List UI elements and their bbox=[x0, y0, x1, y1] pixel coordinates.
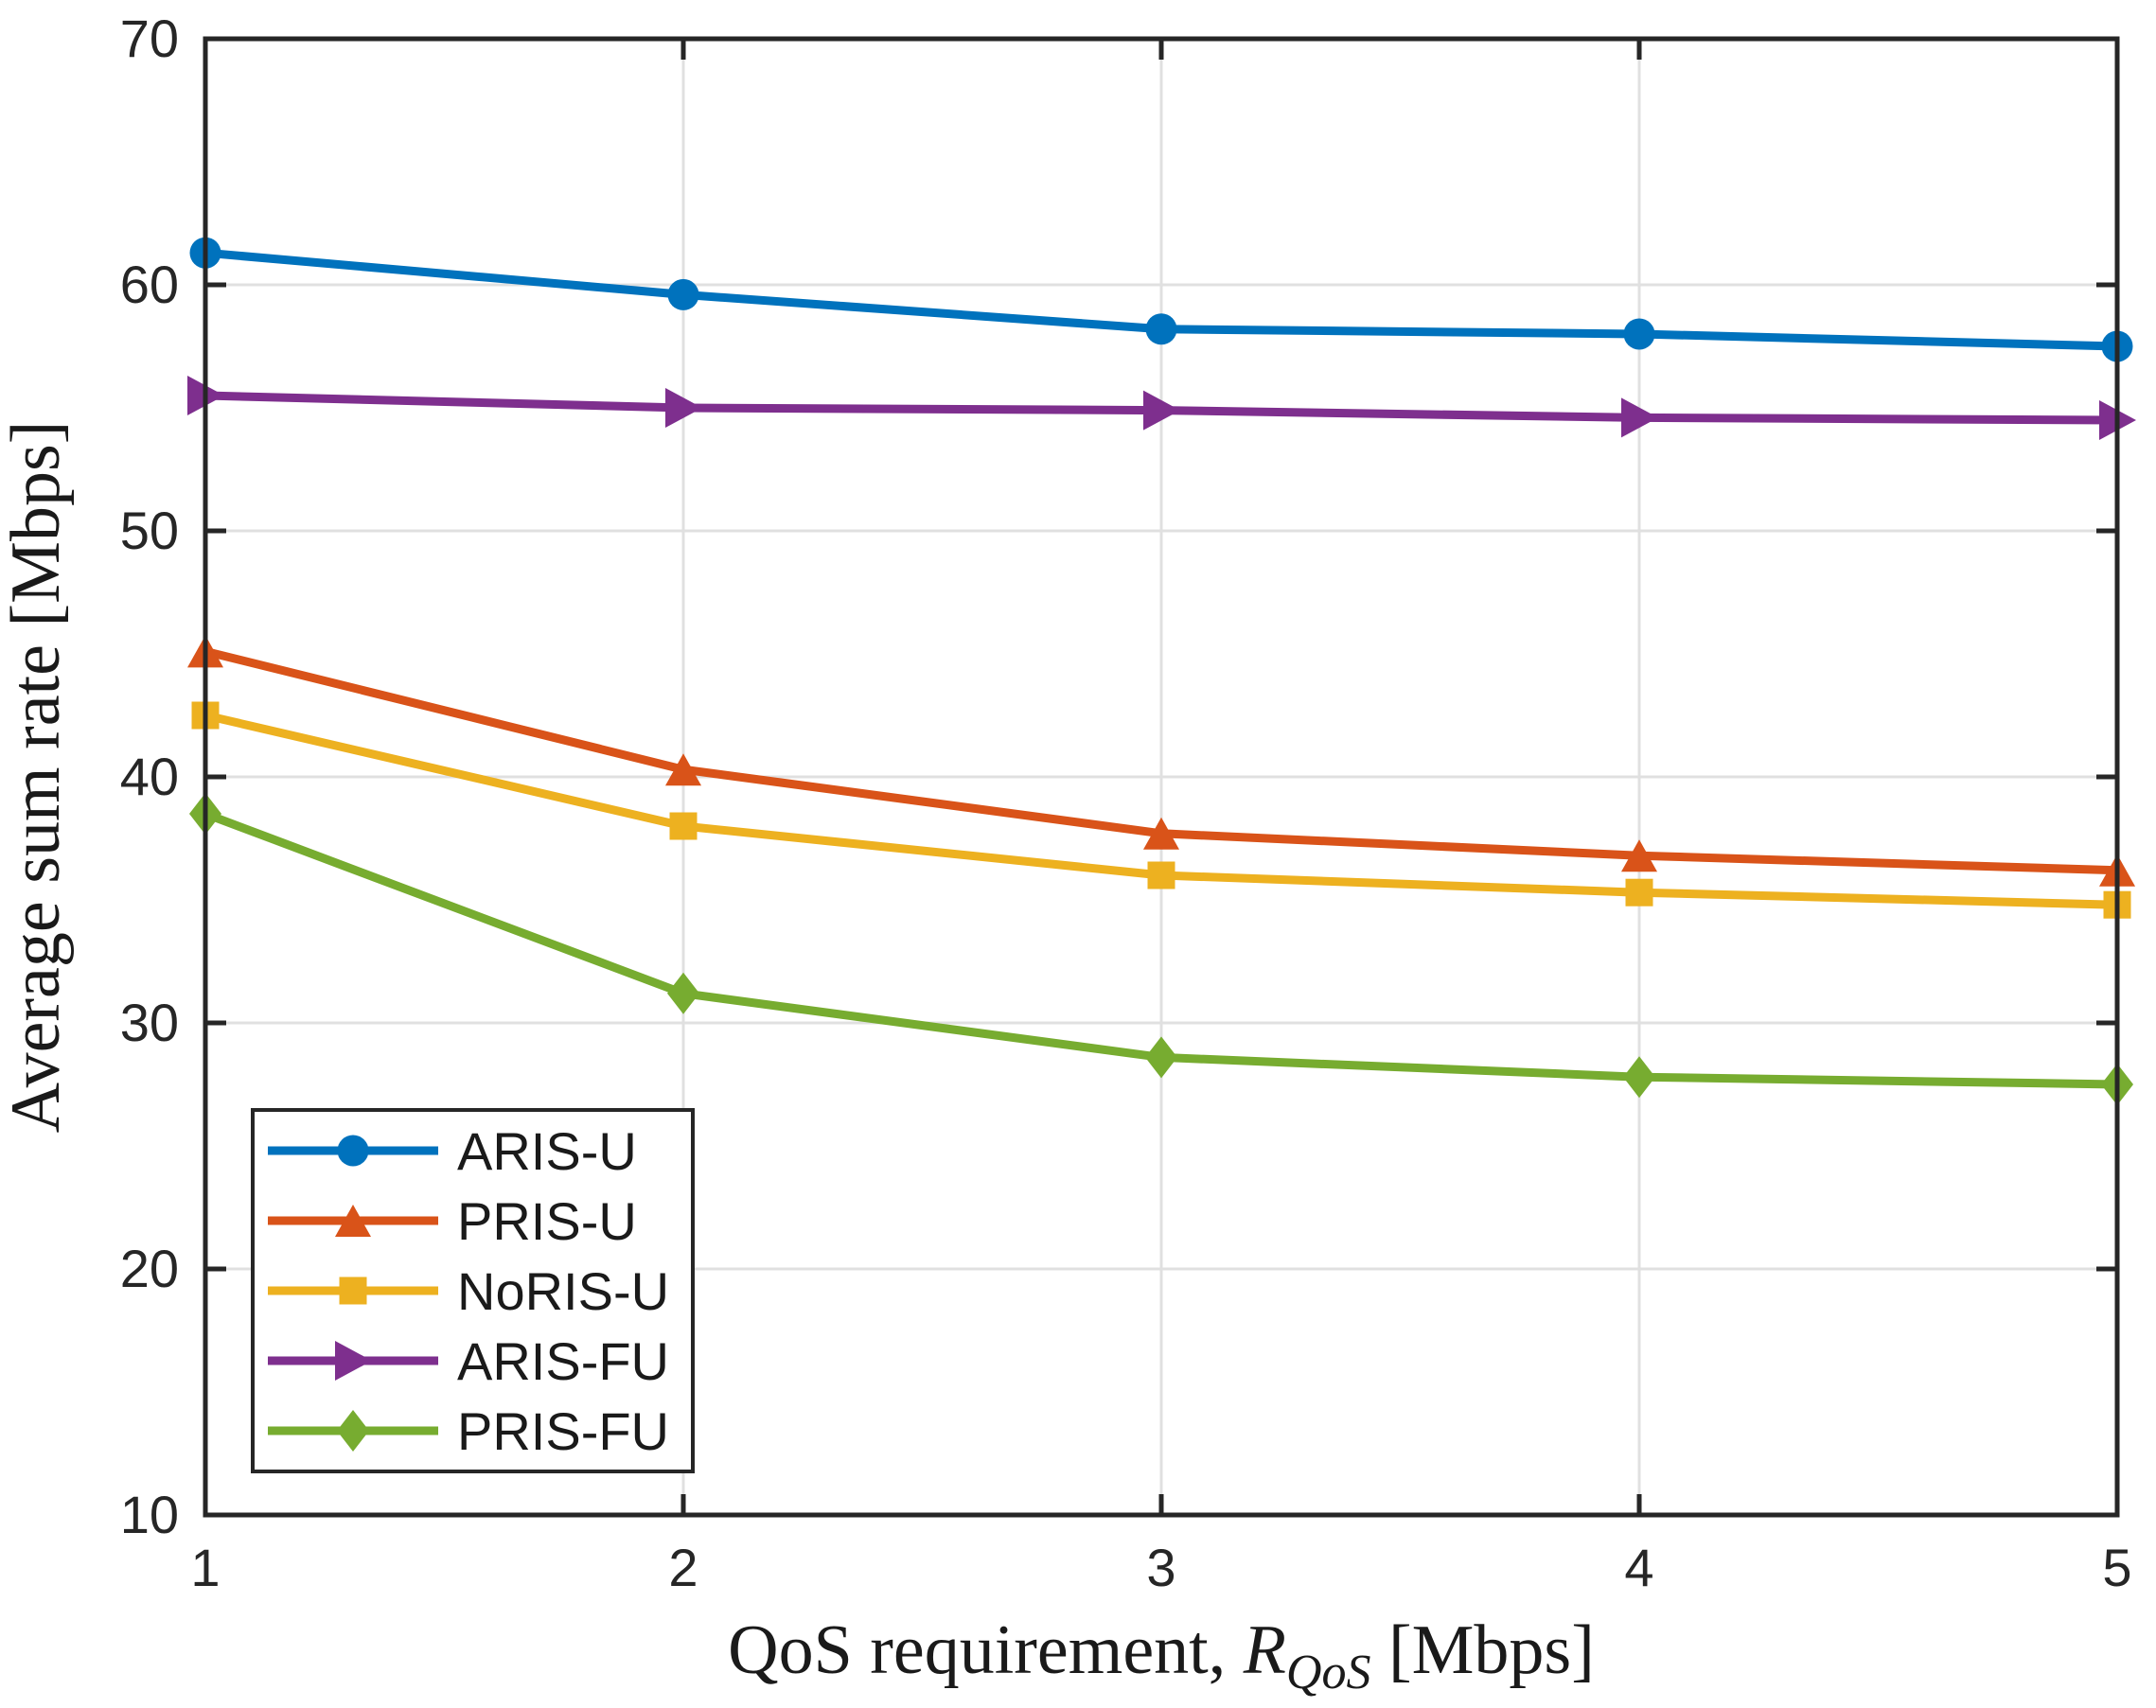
legend-item-PRIS-FU: PRIS-FU bbox=[268, 1401, 669, 1461]
y-tick-label-70: 70 bbox=[120, 9, 179, 68]
legend: ARIS-U PRIS-U NoRIS-U ARIS-FU PRIS-FU bbox=[251, 1108, 695, 1473]
x-tick-label-4: 4 bbox=[1624, 1538, 1653, 1597]
series-marker-PRIS-FU-x3 bbox=[1145, 1036, 1177, 1079]
y-tick-label-30: 30 bbox=[120, 993, 179, 1052]
legend-label-PRIS-U: PRIS-U bbox=[457, 1191, 637, 1251]
series-marker-PRIS-FU-x4 bbox=[1623, 1056, 1655, 1099]
tick-labels: 1 2 3 4 5 10 20 30 40 50 60 70 bbox=[120, 9, 2132, 1597]
series-ARIS-U bbox=[189, 237, 2133, 362]
y-tick-label-40: 40 bbox=[120, 747, 179, 806]
series-marker-NoRIS-U-x4 bbox=[1625, 878, 1653, 907]
y-tick-label-10: 10 bbox=[120, 1485, 179, 1544]
series-marker-PRIS-U-x2 bbox=[665, 753, 701, 786]
series-marker-NoRIS-U-x2 bbox=[669, 812, 698, 840]
legend-label-ARIS-U: ARIS-U bbox=[457, 1121, 637, 1181]
x-tick-label-1: 1 bbox=[190, 1538, 220, 1597]
series-marker-PRIS-FU-x2 bbox=[667, 972, 699, 1014]
series-marker-ARIS-FU-x3 bbox=[1143, 390, 1180, 431]
legend-marker-PRIS-U bbox=[335, 1205, 371, 1237]
axes-box bbox=[203, 36, 2120, 1518]
series-PRIS-U bbox=[187, 635, 2135, 887]
x-tick-label-2: 2 bbox=[668, 1538, 698, 1597]
y-tick-label-20: 20 bbox=[120, 1239, 179, 1298]
legend-marker-ARIS-U bbox=[337, 1135, 369, 1167]
series-PRIS-FU bbox=[189, 793, 2133, 1105]
series-marker-PRIS-U-x3 bbox=[1143, 817, 1179, 850]
legend-item-NoRIS-U: NoRIS-U bbox=[268, 1261, 669, 1321]
series-marker-ARIS-U-x2 bbox=[667, 278, 699, 310]
series-marker-ARIS-FU-x2 bbox=[665, 388, 702, 428]
legend-item-ARIS-FU: ARIS-FU bbox=[268, 1331, 669, 1391]
series-marker-NoRIS-U-x3 bbox=[1147, 861, 1175, 889]
series-marker-PRIS-U-x4 bbox=[1621, 839, 1657, 872]
legend-box bbox=[251, 1108, 695, 1473]
series-marker-ARIS-U-x3 bbox=[1145, 313, 1177, 345]
x-axis-label: QoS requirement, RQoS [Mbps] bbox=[728, 1611, 1595, 1699]
x-tick-label-5: 5 bbox=[2102, 1538, 2131, 1597]
legend-marker-PRIS-FU bbox=[337, 1410, 369, 1452]
legend-marker-ARIS-FU bbox=[335, 1341, 372, 1381]
legend-label-PRIS-FU: PRIS-FU bbox=[457, 1401, 669, 1461]
legend-marker-NoRIS-U bbox=[339, 1277, 367, 1305]
series-marker-ARIS-U-x4 bbox=[1623, 318, 1655, 350]
legend-item-ARIS-U: ARIS-U bbox=[268, 1121, 637, 1181]
y-tick-label-60: 60 bbox=[120, 255, 179, 314]
legend-label-NoRIS-U: NoRIS-U bbox=[457, 1261, 669, 1321]
legend-item-PRIS-U: PRIS-U bbox=[268, 1191, 637, 1251]
x-tick-label-3: 3 bbox=[1146, 1538, 1175, 1597]
legend-label-ARIS-FU: ARIS-FU bbox=[457, 1331, 669, 1391]
y-tick-label-50: 50 bbox=[120, 501, 179, 560]
y-axis-label: Average sum rate [Mbps] bbox=[0, 421, 75, 1134]
data-series bbox=[187, 237, 2136, 1105]
series-marker-ARIS-FU-x4 bbox=[1621, 397, 1658, 438]
